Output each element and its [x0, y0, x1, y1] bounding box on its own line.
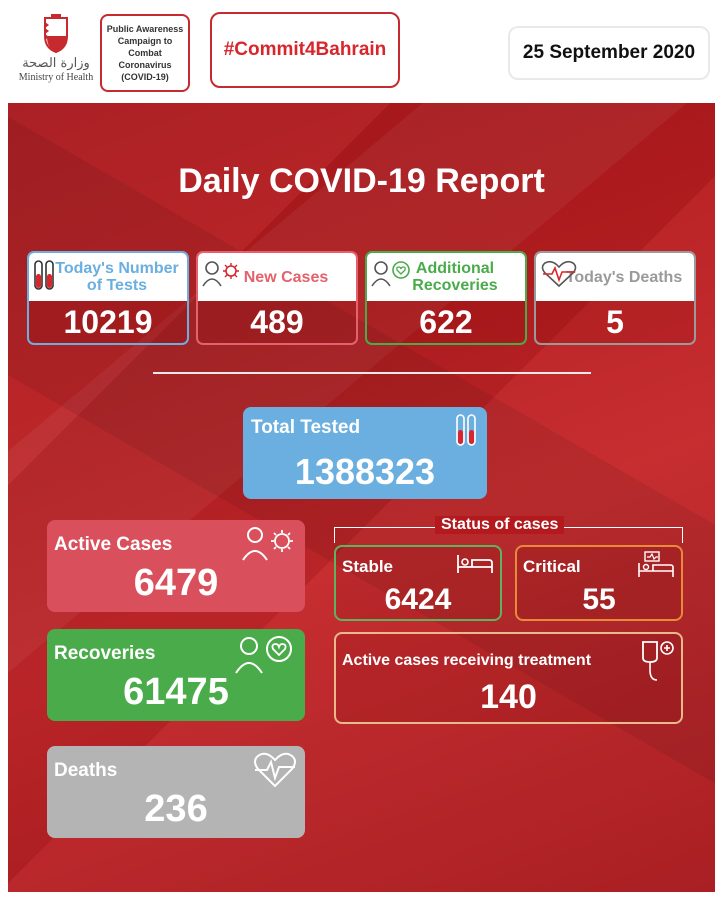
heartbeat-icon: [254, 752, 296, 788]
stat-card-header: New Cases: [198, 253, 356, 301]
report-poster: وزارة الصحة Ministry of Health Public Aw…: [8, 8, 715, 892]
status-title: Status of cases: [435, 516, 565, 534]
page-title: Daily COVID-19 Report: [178, 162, 545, 200]
heartbeat-icon: [541, 260, 577, 288]
critical-label: Critical: [523, 557, 581, 576]
stat-value-tests: 10219: [63, 303, 153, 340]
stat-card-header: Today's Deaths: [536, 253, 694, 301]
stat-value-deaths: 5: [606, 303, 624, 340]
total-tested-label: Total Tested: [251, 417, 361, 438]
recoveries-card: Recoveries 61475: [47, 629, 305, 721]
active-cases-card: Active Cases 6479: [47, 520, 305, 612]
ministry-english-name: Ministry of Health: [18, 72, 94, 83]
bed-icon: [457, 555, 493, 573]
bahrain-emblem-icon: [44, 14, 68, 54]
total-tested-value: 1388323: [294, 451, 436, 492]
deaths-value: 236: [144, 788, 208, 830]
ministry-arabic-name: وزارة الصحة: [22, 56, 90, 71]
stat-label-new-cases: New Cases: [243, 268, 329, 286]
person-virus-icon: [242, 527, 293, 561]
test-tubes-icon: [456, 414, 476, 446]
stat-card-header: Additional Recoveries: [367, 253, 525, 301]
treatment-card: Active cases receiving treatment 140: [334, 632, 683, 724]
person-heart-icon: [371, 261, 410, 287]
stat-value-new-cases: 489: [250, 303, 304, 340]
active-cases-value: 6479: [133, 562, 219, 604]
recoveries-value: 61475: [123, 671, 229, 713]
stat-label-deaths: Today's Deaths: [565, 268, 683, 286]
stat-value-recoveries: 622: [419, 303, 473, 340]
stable-card: Stable 6424: [334, 545, 502, 621]
total-tested-card: Total Tested 1388323: [243, 407, 487, 499]
stat-card-header: Today's Number of Tests: [29, 253, 187, 301]
report-date: 25 September 2020: [510, 28, 708, 78]
ministry-logo: وزارة الصحة Ministry of Health: [16, 14, 96, 98]
campaign-badge: Public Awareness Campaign to Combat Coro…: [100, 14, 190, 92]
deaths-label: Deaths: [54, 760, 118, 781]
stat-card-tests: Today's Number of Tests 10219: [27, 251, 189, 345]
deaths-card: Deaths 236: [47, 746, 305, 838]
hashtag-badge: #Commit4Bahrain: [210, 12, 400, 88]
stat-card-new-cases: New Cases 489: [196, 251, 358, 345]
active-cases-label: Active Cases: [54, 534, 173, 555]
stat-card-deaths: Today's Deaths 5: [534, 251, 696, 345]
stat-card-recoveries: Additional Recoveries 622: [365, 251, 527, 345]
test-tubes-icon: [34, 260, 54, 290]
recoveries-label: Recoveries: [54, 643, 156, 664]
hospital-bed-icon: [638, 551, 674, 577]
person-heart-icon: [235, 636, 292, 674]
iv-drip-icon: [642, 641, 674, 681]
critical-card: Critical 55: [515, 545, 683, 621]
critical-value: 55: [582, 583, 616, 616]
header-bar: وزارة الصحة Ministry of Health Public Aw…: [8, 8, 715, 103]
treatment-label: Active cases receiving treatment: [342, 652, 592, 669]
stat-label-tests: Today's Number of Tests: [55, 260, 179, 294]
stat-label-recoveries: Additional Recoveries: [412, 260, 498, 294]
treatment-value: 140: [480, 678, 537, 716]
section-divider: [153, 372, 591, 374]
stable-label: Stable: [342, 557, 394, 576]
stable-value: 6424: [384, 583, 452, 616]
person-virus-icon: [202, 261, 239, 287]
